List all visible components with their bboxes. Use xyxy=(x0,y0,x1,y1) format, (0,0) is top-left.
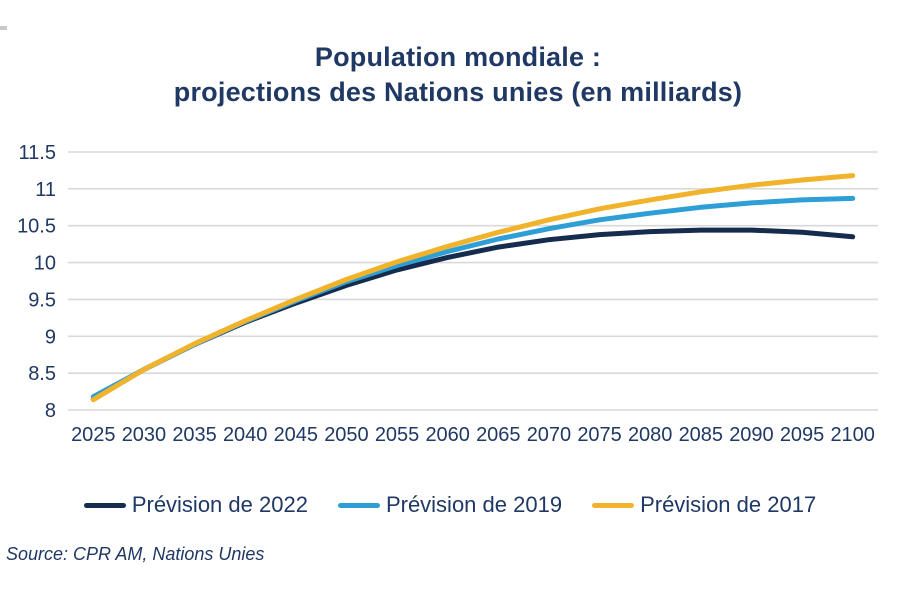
legend-item: Prévision de 2022 xyxy=(83,492,308,518)
legend-swatch xyxy=(83,502,126,508)
source-note: Source: CPR AM, Nations Unies xyxy=(6,544,265,564)
y-axis-tick-label: 8.5 xyxy=(28,363,56,385)
y-axis-tick-label: 10 xyxy=(34,253,56,275)
series-line-prévision-de-2017 xyxy=(90,173,856,403)
x-axis-tick-label: 2060 xyxy=(425,424,470,446)
legend-swatch xyxy=(337,502,380,508)
x-axis-tick-label: 2065 xyxy=(476,424,521,446)
x-axis-tick-label: 2070 xyxy=(527,424,572,446)
x-axis-tick-label: 2040 xyxy=(223,424,268,446)
y-axis-tick-label: 8 xyxy=(45,400,56,422)
chart-title-line1: Population mondiale : xyxy=(314,42,602,72)
legend-item: Prévision de 2019 xyxy=(337,492,563,518)
chart-title-line2: projections des Nations unies (en millia… xyxy=(173,77,743,107)
x-axis-tick-label: 2085 xyxy=(679,424,724,446)
x-axis-tick-label: 2095 xyxy=(780,424,825,446)
x-axis-tick-label: 2080 xyxy=(628,424,673,446)
x-axis-tick-label: 2025 xyxy=(71,424,116,446)
x-axis-tick-label: 2090 xyxy=(729,424,774,446)
y-axis-tick-label: 9.5 xyxy=(28,289,56,311)
x-axis-tick-label: 2045 xyxy=(274,424,319,446)
x-axis-tick-label: 2035 xyxy=(172,424,217,446)
chart-title: Population mondiale : projections des Na… xyxy=(0,40,900,110)
legend-label: Prévision de 2022 xyxy=(131,492,308,517)
legend-swatch xyxy=(592,502,635,508)
x-axis-tick-label: 2100 xyxy=(830,424,875,446)
legend-label: Prévision de 2017 xyxy=(640,492,817,517)
x-axis-tick-label: 2050 xyxy=(324,424,369,446)
y-axis-tick-label: 9 xyxy=(45,326,56,348)
x-axis-tick-label: 2055 xyxy=(375,424,420,446)
y-axis-tick-label: 11.5 xyxy=(19,142,56,164)
legend-item: Prévision de 2017 xyxy=(592,492,816,518)
x-axis-tick-label: 2030 xyxy=(122,424,167,446)
legend: Prévision de 2022 Prévision de 2019 Prévis… xyxy=(0,492,900,518)
screenshot-artifact xyxy=(0,26,7,30)
legend-label: Prévision de 2019 xyxy=(385,492,563,517)
x-axis-tick-label: 2075 xyxy=(577,424,622,446)
y-axis-tick-label: 11 xyxy=(35,179,56,201)
y-axis-tick-label: 10.5 xyxy=(17,216,56,238)
